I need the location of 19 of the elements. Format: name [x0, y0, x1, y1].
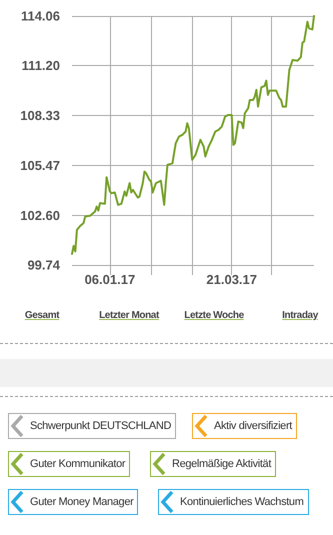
x-tick-label: 06.01.17: [84, 272, 136, 287]
x-tick-label: 21.03.17: [206, 272, 257, 287]
text: Letzter Monat: [99, 310, 159, 321]
y-tick-label: 105.47: [20, 158, 60, 173]
line-series: [71, 15, 315, 255]
tag-label: Schwerpunkt DEUTSCHLAND: [8, 413, 176, 439]
tag-label: Regelmäßige Aktivität: [150, 451, 276, 477]
text: Letzte Woche: [184, 310, 244, 321]
y-tick-label: 114.06: [20, 8, 60, 24]
text: Intraday: [282, 310, 318, 321]
tag-label: Aktiv diversifiziert: [192, 413, 297, 439]
tag-label: Kontinuierliches Wachstum: [158, 489, 309, 515]
y-tick-label: 111.20: [22, 58, 60, 74]
y-tick-label: 102.60: [20, 208, 60, 223]
y-tick-label: 99.74: [27, 258, 61, 272]
y-tick-label: 108.33: [20, 108, 60, 124]
tag-label: Guter Money Manager: [8, 489, 138, 515]
tag-label: Guter Kommunikator: [8, 451, 130, 477]
text: Gesamt: [24, 310, 60, 321]
